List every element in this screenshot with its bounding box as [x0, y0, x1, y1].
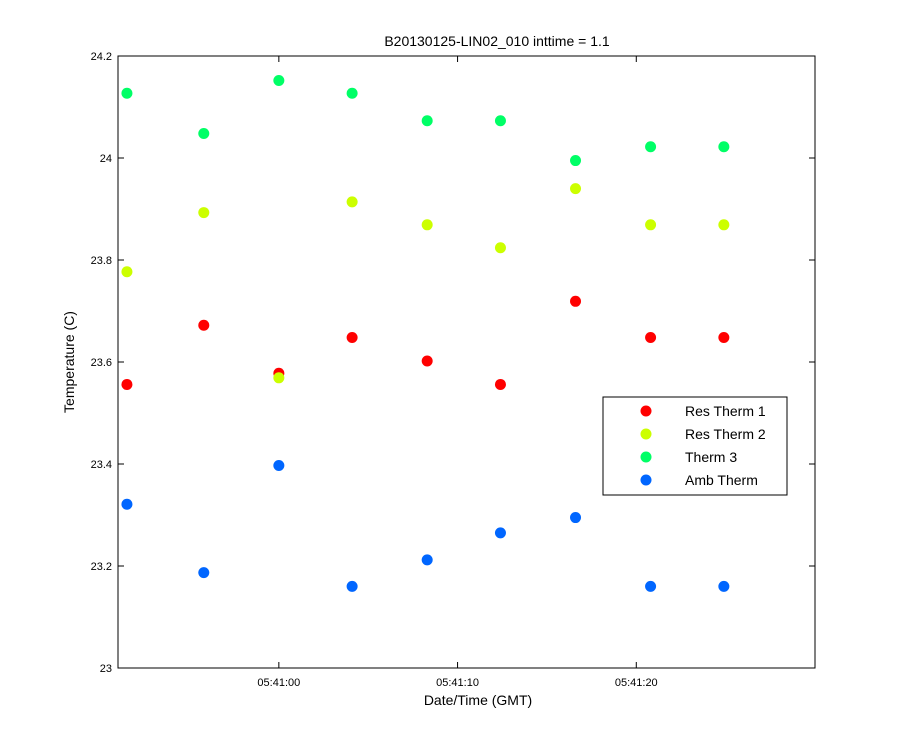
y-axis-label: Temperature (C): [61, 311, 77, 413]
data-point: [198, 207, 210, 219]
legend-marker: [640, 451, 652, 463]
data-point: [494, 527, 506, 539]
plot-area: [117, 55, 816, 669]
y-tick-label: 23.6: [91, 357, 112, 369]
data-point: [273, 74, 285, 86]
legend-label: Res Therm 2: [685, 426, 766, 442]
legend-label: Amb Therm: [685, 472, 758, 488]
data-point: [198, 128, 210, 140]
x-tick-label: 05:41:00: [257, 677, 300, 689]
series-amb-therm: [121, 460, 730, 592]
data-point: [273, 372, 285, 384]
legend-label: Res Therm 1: [685, 403, 766, 419]
legend-marker: [640, 428, 652, 440]
x-tick-label: 05:41:10: [436, 677, 479, 689]
data-point: [346, 580, 358, 592]
data-point: [421, 219, 433, 231]
data-point: [718, 580, 730, 592]
data-point: [718, 219, 730, 231]
data-point: [494, 242, 506, 254]
data-point: [421, 554, 433, 566]
data-point: [346, 332, 358, 344]
data-point: [346, 87, 358, 99]
series-res-therm-1: [121, 295, 730, 390]
data-points: [121, 74, 730, 592]
data-point: [570, 512, 582, 524]
y-axis: 23 23.2 23.4 23.6 23.8 24 24.2: [91, 51, 815, 675]
legend-box: [602, 396, 788, 496]
data-point: [494, 378, 506, 390]
legend-label: Therm 3: [685, 449, 737, 465]
data-point: [198, 319, 210, 331]
data-point: [570, 155, 582, 167]
data-point: [570, 183, 582, 195]
legend-marker: [640, 474, 652, 486]
y-tick-label: 23.8: [91, 255, 112, 267]
x-tick-label: 05:41:20: [615, 677, 658, 689]
x-axis-label: Date/Time (GMT): [424, 692, 532, 708]
data-point: [121, 87, 133, 99]
y-tick-label: 23.2: [91, 561, 112, 573]
data-point: [273, 460, 285, 472]
data-point: [645, 219, 657, 231]
data-point: [645, 332, 657, 344]
y-tick-label: 23.4: [91, 459, 112, 471]
data-point: [121, 266, 133, 278]
data-point: [570, 295, 582, 307]
legend: Res Therm 1 Res Therm 2 Therm 3 Amb Therm: [602, 396, 788, 496]
data-point: [421, 115, 433, 127]
y-tick-label: 24: [100, 153, 112, 165]
data-point: [421, 355, 433, 367]
data-point: [718, 332, 730, 344]
data-point: [121, 498, 133, 510]
y-tick-label: 24.2: [91, 51, 112, 63]
legend-marker: [640, 405, 652, 417]
chart-title: B20130125-LIN02_010 inttime = 1.1: [384, 33, 610, 49]
data-point: [494, 115, 506, 127]
data-point: [718, 141, 730, 153]
data-point: [121, 378, 133, 390]
data-point: [346, 196, 358, 208]
data-point: [645, 580, 657, 592]
series-therm-3: [121, 74, 730, 167]
data-point: [645, 141, 657, 153]
y-tick-label: 23: [100, 663, 112, 675]
data-point: [198, 567, 210, 579]
x-axis: 05:41:00 05:41:10 05:41:20: [257, 56, 658, 689]
series-res-therm-2: [121, 183, 730, 384]
